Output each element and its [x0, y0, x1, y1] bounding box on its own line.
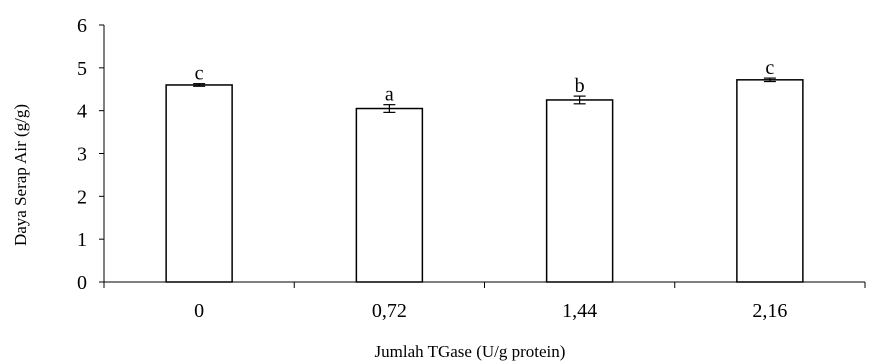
y-axis: 0 1 2 3 4 5 6	[77, 15, 105, 294]
data-labels: c a b c	[195, 57, 775, 106]
data-label-0: c	[195, 63, 204, 85]
error-bar-3	[763, 77, 776, 83]
x-tick-label: 1,44	[562, 300, 597, 322]
x-tick-label: 0	[194, 300, 204, 322]
bar-1	[355, 107, 424, 283]
x-axis: 0 0,72 1,44 2,16	[103, 281, 866, 322]
y-tick-label: 6	[77, 15, 87, 37]
bar-2	[545, 99, 614, 283]
y-tick-label: 0	[77, 272, 87, 294]
y-tick-label: 1	[77, 229, 87, 251]
data-label-2: b	[575, 75, 585, 97]
y-tick-label: 5	[77, 58, 87, 80]
y-tick-label: 4	[77, 101, 87, 123]
error-bar-2	[573, 95, 586, 105]
x-tick-label: 2,16	[752, 300, 787, 322]
error-bar-1	[383, 104, 396, 113]
bars	[165, 77, 804, 283]
bar-0	[165, 84, 233, 283]
data-label-3: c	[765, 57, 774, 79]
data-label-1: a	[385, 84, 394, 106]
error-bar-0	[193, 83, 206, 87]
y-tick-label: 3	[77, 144, 87, 166]
y-tick-label: 2	[77, 186, 87, 208]
x-tick-label: 0,72	[372, 300, 407, 322]
y-axis-title: Daya Serap Air (g/g)	[11, 104, 30, 246]
bar-3	[736, 79, 804, 283]
x-axis-title: Jumlah TGase (U/g protein)	[375, 342, 566, 361]
